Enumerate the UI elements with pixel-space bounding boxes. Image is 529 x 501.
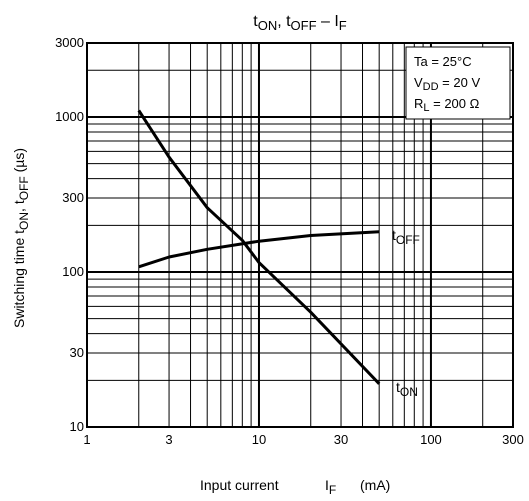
y-tick-label: 100 (62, 264, 84, 279)
condition-vdd-v: V (414, 75, 423, 90)
condition-ta: Ta = 25°C (414, 54, 472, 69)
y-tick-label: 10 (70, 419, 84, 434)
y-tick-label: 3000 (55, 35, 84, 50)
data-series (137, 109, 381, 385)
condition-rl-sub: L (423, 102, 429, 114)
chart-title: tON, tOFF – IF (253, 13, 347, 33)
title-t: t (253, 13, 258, 30)
title-sub-f: F (339, 18, 347, 33)
condition-rl-value: = 200 Ω (430, 96, 480, 111)
plot-frame (86, 42, 514, 428)
condition-rl: RL = 200 Ω (414, 96, 480, 114)
x-tick-label: 3 (165, 432, 172, 447)
y-axis-unit: (µs) (11, 148, 27, 172)
y-axis-sub1: ON (17, 212, 31, 230)
y-axis-text: Switching time (11, 238, 27, 328)
x-axis-unit: (mA) (360, 477, 390, 493)
title-sub-off: OFF (291, 18, 317, 33)
y-axis-var1: t (11, 230, 27, 234)
x-tick-label: 10 (252, 432, 266, 447)
title-sep2: – I (317, 13, 339, 30)
x-axis-label: Input current IF (mA) (200, 477, 390, 497)
conditions-box (405, 46, 511, 120)
condition-rl-r: R (414, 96, 423, 111)
x-axis-var: I (325, 477, 329, 493)
y-axis-sub2: OFF (17, 176, 31, 200)
y-tick-label: 30 (70, 345, 84, 360)
x-axis-var-sub: F (329, 483, 336, 497)
y-axis-label: Switching time tON, tOFF (µs) (11, 148, 31, 328)
tick-labels: 1 3 10 30 100 300 10 30 100 300 1000 3000 (55, 35, 524, 447)
series-line-off (138, 230, 380, 269)
title-sep1: , t (277, 13, 291, 30)
series-label-off: tOFF (392, 227, 420, 247)
x-tick-label: 300 (502, 432, 524, 447)
x-tick-label: 100 (420, 432, 442, 447)
series-label-on-sub: ON (400, 385, 418, 399)
y-tick-label: 300 (62, 190, 84, 205)
condition-vdd-sub: DD (423, 81, 439, 93)
condition-vdd-value: = 20 V (439, 75, 481, 90)
x-axis-text: Input current (200, 477, 279, 493)
title-sub-on: ON (258, 18, 278, 33)
condition-vdd: VDD = 20 V (414, 75, 480, 93)
x-tick-label: 1 (83, 432, 90, 447)
y-axis-sep: , t (11, 200, 27, 212)
x-tick-label: 30 (334, 432, 348, 447)
series-line-on (137, 109, 381, 385)
series-label-off-sub: OFF (396, 233, 420, 247)
y-tick-label: 1000 (55, 109, 84, 124)
conditions-legend: Ta = 25°C VDD = 20 V RL = 200 Ω (405, 46, 511, 120)
